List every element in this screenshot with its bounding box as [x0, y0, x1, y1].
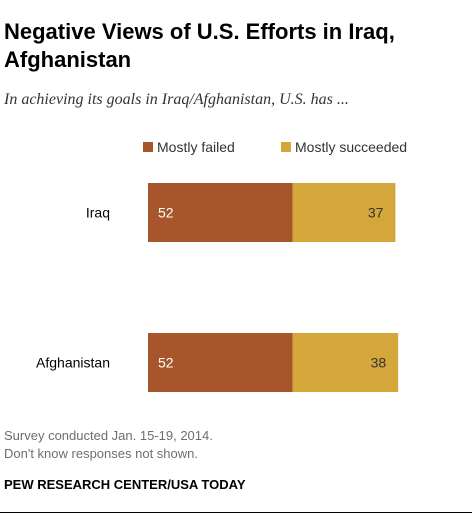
legend-label-1: Mostly succeeded	[295, 139, 407, 155]
bar-0-1	[292, 183, 396, 242]
chart-subtitle: In achieving its goals in Iraq/Afghanist…	[4, 91, 349, 108]
legend-swatch-1	[281, 142, 291, 152]
survey-note-line-1: Survey conducted Jan. 15-19, 2014.	[4, 428, 213, 443]
bar-1-1	[292, 333, 399, 392]
stacked-bar-chart: Mostly failed Mostly succeeded Iraq 52 37 Afg…	[36, 139, 407, 392]
bar-value-label-0-1: 37	[368, 205, 384, 221]
bar-0-0	[148, 183, 293, 242]
bottom-divider	[0, 512, 472, 513]
category-label-1: Afghanistan	[36, 355, 110, 371]
survey-note-line-2: Don't know responses not shown.	[4, 446, 198, 461]
category-label-0: Iraq	[86, 205, 110, 221]
bar-value-label-0-0: 52	[158, 205, 174, 221]
legend-swatch-0	[143, 142, 153, 152]
bar-value-label-1-0: 52	[158, 355, 174, 371]
bar-value-label-1-1: 38	[371, 355, 387, 371]
source-credit: PEW RESEARCH CENTER/USA TODAY	[4, 477, 246, 492]
bar-1-0	[148, 333, 293, 392]
legend-label-0: Mostly failed	[157, 139, 235, 155]
chart-title: Negative Views of U.S. Efforts in Iraq, …	[4, 19, 395, 72]
survey-note: Survey conducted Jan. 15-19, 2014. Don't…	[4, 427, 213, 463]
